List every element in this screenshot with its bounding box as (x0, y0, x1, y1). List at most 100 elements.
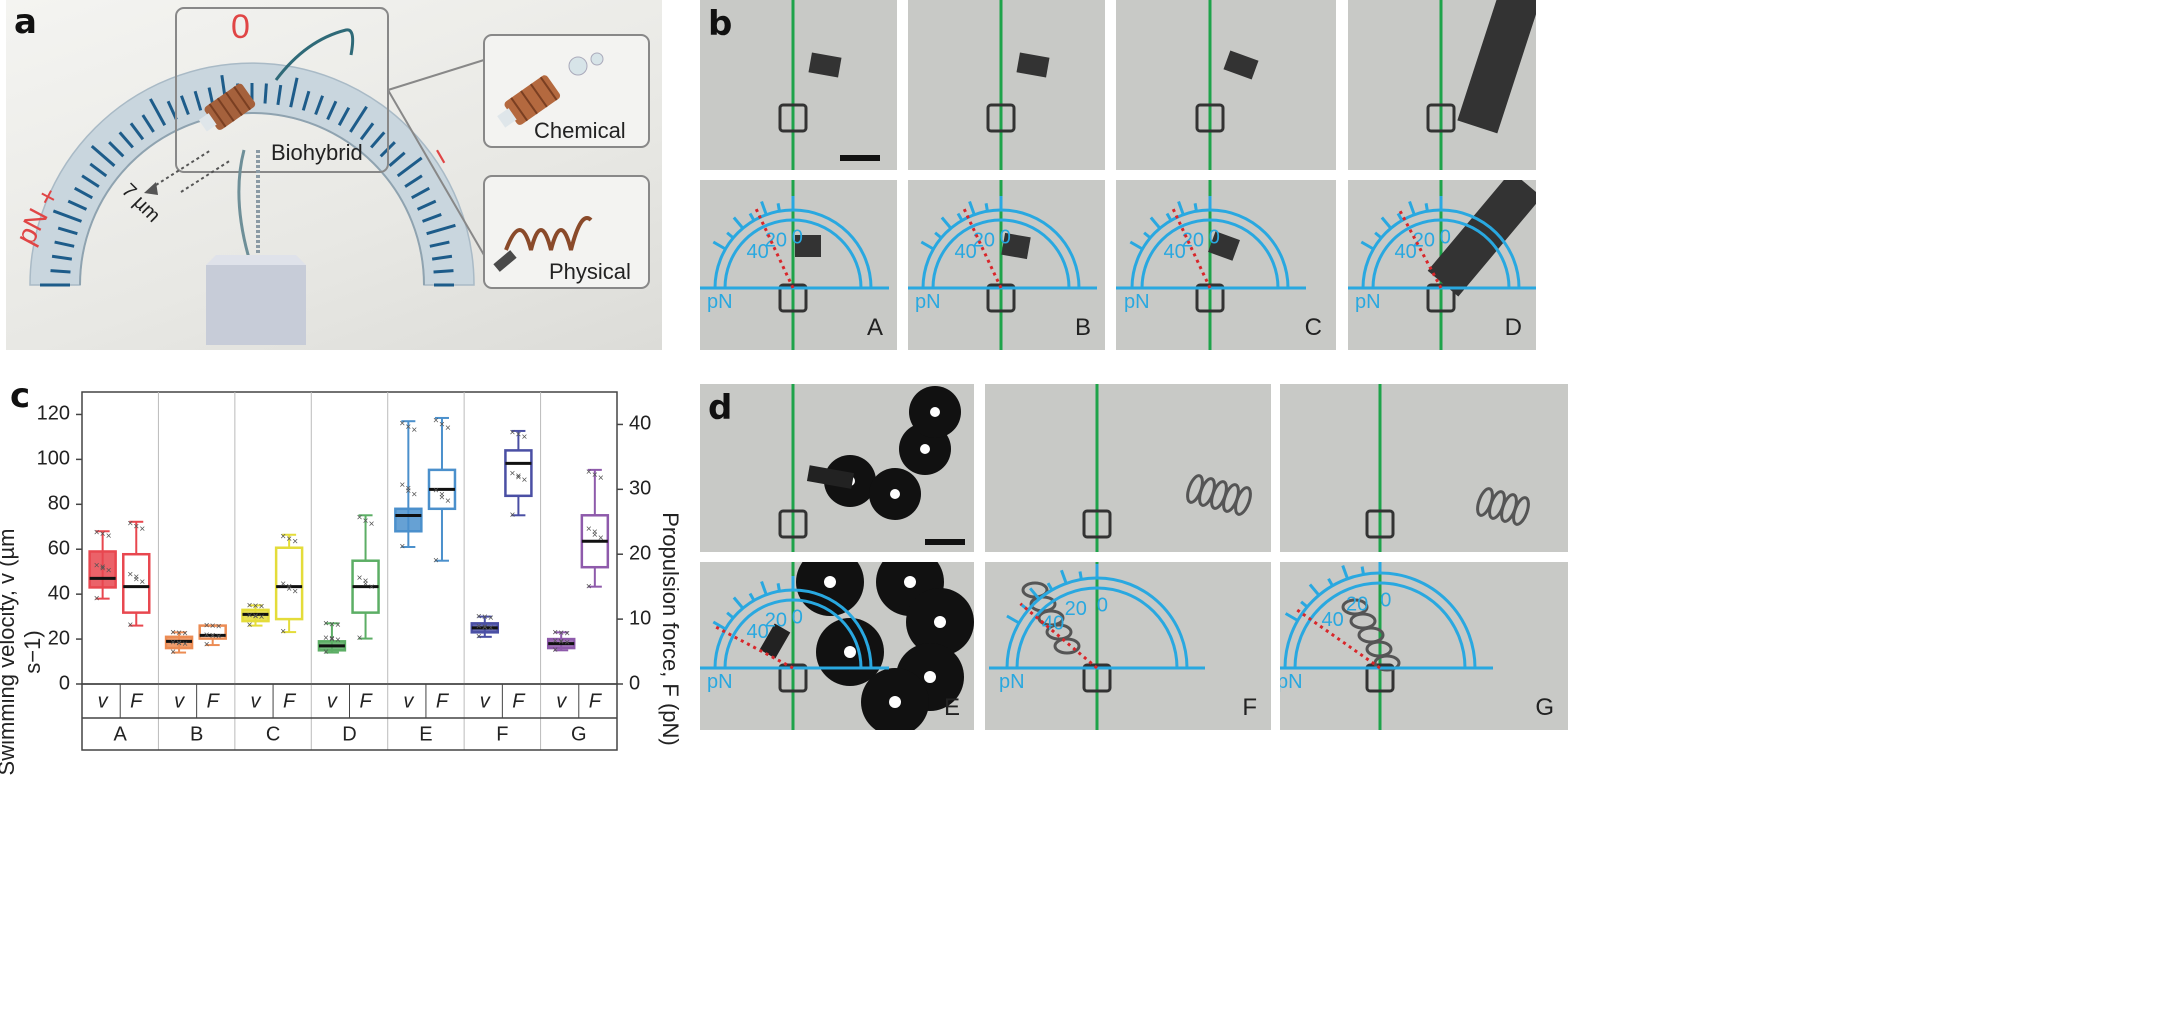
svg-text:×: × (133, 574, 139, 585)
sub-label-F: F (512, 690, 526, 712)
svg-text:×: × (488, 623, 494, 634)
svg-text:×: × (399, 419, 405, 430)
panel-d-bottom-2: 0 20 40 pN G (1280, 562, 1568, 730)
panel-b-top-2 (1116, 0, 1336, 170)
svg-text:×: × (552, 627, 558, 638)
gauge-label-20: 20 (1346, 593, 1368, 615)
panel-d-bottom-0: 0 20 40 pN E (700, 562, 974, 730)
svg-text:×: × (253, 611, 259, 622)
box-A-v: ×××××××× (88, 527, 117, 604)
svg-text:×: × (363, 516, 369, 527)
box-chart: 020406080100120010203040××××××××v×××××××… (37, 391, 651, 751)
tile-label: F (1242, 694, 1257, 721)
scale-bar (840, 155, 880, 161)
box-G-v: ×××××××× (546, 627, 576, 656)
cantilever-tip (1195, 103, 1225, 133)
svg-text:×: × (433, 486, 439, 497)
gauge-label-20: 20 (1182, 229, 1204, 251)
gauge-unit: pN (1124, 291, 1150, 313)
panel-b-top-3 (1348, 0, 1536, 170)
panel-letter-b: b (708, 4, 733, 44)
category-label: B (190, 723, 203, 745)
svg-text:×: × (204, 630, 210, 641)
svg-text:×: × (100, 564, 106, 575)
deflection-line (714, 625, 794, 670)
tile-label: E (943, 694, 960, 721)
panel-d-bottom-1: 0 20 40 pN F (985, 562, 1271, 730)
gauge-unit: pN (999, 671, 1025, 693)
svg-text:×: × (405, 483, 411, 494)
cantilever-tip (1365, 509, 1395, 539)
panel-d-top-1 (985, 384, 1271, 552)
svg-text:×: × (280, 532, 286, 543)
gauge-label-40: 40 (1164, 241, 1186, 263)
svg-text:×: × (127, 620, 133, 631)
svg-text:×: × (247, 610, 253, 621)
panel-letter-c: c (10, 376, 31, 416)
svg-text:×: × (552, 636, 558, 647)
sub-label-v: v (327, 690, 338, 712)
gauge-label-40: 40 (1321, 609, 1343, 631)
svg-text:×: × (182, 639, 188, 650)
svg-text:×: × (210, 621, 216, 632)
panel-b-top-1 (908, 0, 1105, 170)
deflection-line (1019, 602, 1098, 670)
gauge-label-0: 0 (792, 606, 803, 628)
svg-text:×: × (592, 470, 598, 481)
deflection-line (754, 207, 795, 289)
svg-text:×: × (488, 613, 494, 624)
svg-text:×: × (357, 633, 363, 644)
gauge-label-0: 0 (1209, 226, 1220, 248)
svg-text:×: × (482, 623, 488, 634)
svg-text:×: × (292, 537, 298, 548)
ytick-right: 40 (629, 413, 651, 435)
panel-letter-d: d (708, 388, 733, 428)
svg-text:×: × (286, 582, 292, 593)
gauge-unit: pN (1355, 291, 1381, 313)
svg-text:×: × (598, 533, 604, 544)
ytick-right: 20 (629, 543, 651, 565)
gauge-label-40: 40 (955, 241, 977, 263)
svg-text:×: × (210, 631, 216, 642)
deflection-line (1171, 207, 1212, 289)
svg-text:×: × (247, 620, 253, 631)
svg-text:×: × (363, 576, 369, 587)
ylabel-left: Swimming velocity, v (µm s−1) (0, 528, 45, 776)
gauge-label-40: 40 (747, 241, 769, 263)
svg-text:×: × (411, 425, 417, 436)
svg-text:×: × (482, 622, 488, 633)
svg-text:×: × (94, 593, 100, 604)
svg-text:×: × (94, 527, 100, 538)
category-label: F (496, 723, 508, 745)
svg-text:×: × (323, 633, 329, 644)
ytick-left: 20 (48, 627, 70, 649)
ytick-left: 120 (37, 403, 70, 425)
cantilever-tip (1426, 103, 1456, 133)
cantilever-tip (778, 509, 808, 539)
svg-text:×: × (139, 524, 145, 535)
gauge-label-40: 40 (1395, 241, 1417, 263)
cantilever-tip (986, 103, 1016, 133)
svg-text:×: × (439, 489, 445, 500)
svg-text:×: × (476, 612, 482, 623)
svg-text:×: × (286, 534, 292, 545)
svg-text:×: × (564, 628, 570, 639)
svg-text:×: × (476, 631, 482, 642)
box-D-F: ×××××××× (351, 513, 380, 644)
svg-text:×: × (552, 645, 558, 656)
svg-text:×: × (558, 637, 564, 648)
box-G-F: ×××××××× (580, 467, 610, 592)
label-biohybrid: Biohybrid (271, 140, 363, 165)
svg-text:×: × (204, 640, 210, 651)
sub-label-v: v (98, 690, 109, 712)
svg-text:×: × (509, 510, 515, 521)
svg-text:×: × (247, 600, 253, 611)
gauge-label-20: 20 (973, 229, 995, 251)
svg-text:×: × (335, 635, 341, 646)
gauge-label-0: 0 (1000, 226, 1011, 248)
svg-text:×: × (399, 542, 405, 553)
tile-label: C (1304, 314, 1322, 341)
svg-text:×: × (369, 582, 375, 593)
